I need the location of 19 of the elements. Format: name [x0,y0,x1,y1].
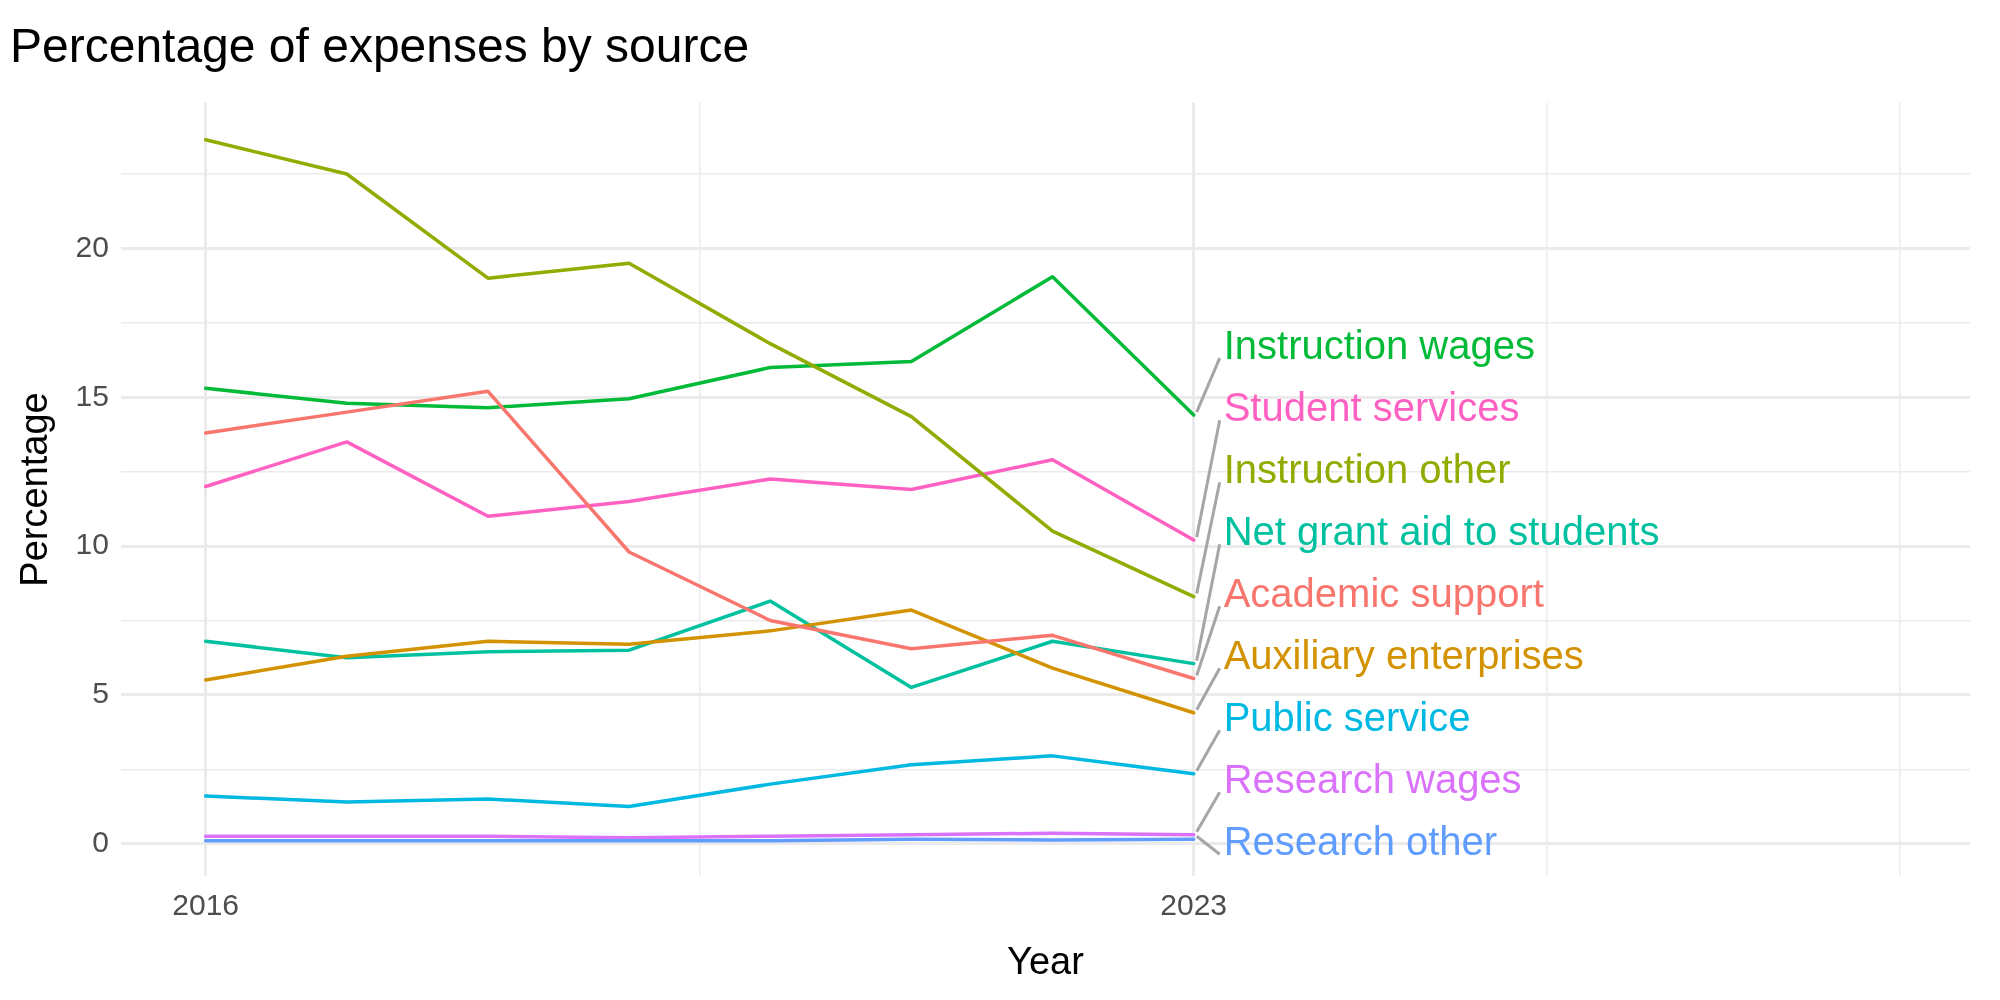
y-tick-label: 15 [75,378,109,412]
x-axis-title: Year [1007,939,1085,982]
series-label: Instruction wages [1223,323,1535,368]
series-label: Research wages [1223,757,1522,802]
series-label: Academic support [1223,571,1544,616]
x-tick-label: 2016 [172,887,240,921]
y-tick-label: 0 [92,824,109,858]
y-axis-title: Percentage [13,392,56,587]
y-tick-label: 20 [75,229,109,263]
y-tick-label: 5 [92,676,109,710]
y-tick-label: 10 [75,527,109,561]
series-label: Research other [1223,819,1498,864]
text: Student services [1223,385,1520,430]
text: Net grant aid to students [1223,509,1660,554]
series-label: Auxiliary enterprises [1223,633,1584,678]
chart-title: Percentage of expenses by source [10,19,750,73]
text: Instruction other [1223,447,1511,492]
series-label: Public service [1223,695,1471,740]
x-tick-label: 2023 [1160,887,1228,921]
